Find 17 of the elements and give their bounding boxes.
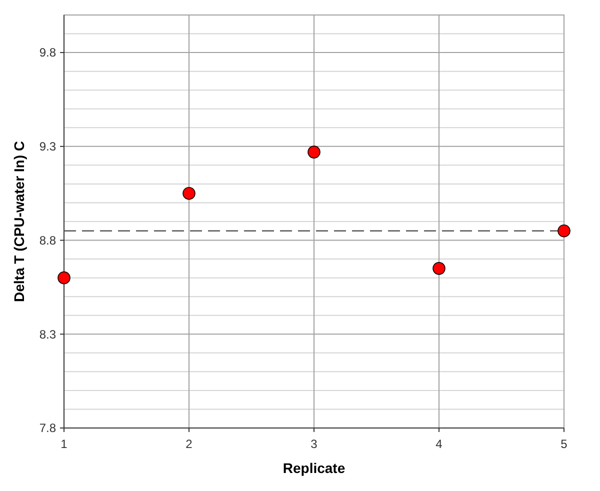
x-tick-label: 3 bbox=[310, 437, 318, 451]
y-tick-label: 9.3 bbox=[39, 140, 56, 154]
point bbox=[58, 271, 70, 284]
y-tick-label: 8.3 bbox=[39, 327, 56, 342]
x-tick-label: 4 bbox=[436, 437, 443, 451]
y-tick-label: 7.8 bbox=[39, 421, 56, 436]
y-axis-title: Delta T (CPU-water In) C bbox=[11, 140, 27, 302]
x-tick-label: 5 bbox=[560, 437, 568, 451]
x-tick-label: 1 bbox=[60, 437, 68, 451]
point bbox=[308, 146, 320, 158]
point bbox=[558, 224, 570, 238]
y-tick-label: 9.8 bbox=[39, 46, 56, 60]
point bbox=[182, 186, 196, 200]
x-tick-label: 2 bbox=[186, 437, 193, 451]
x-axis-title: Replicate bbox=[282, 460, 346, 476]
y-tick-label: 8.8 bbox=[39, 233, 56, 248]
point bbox=[432, 262, 446, 275]
